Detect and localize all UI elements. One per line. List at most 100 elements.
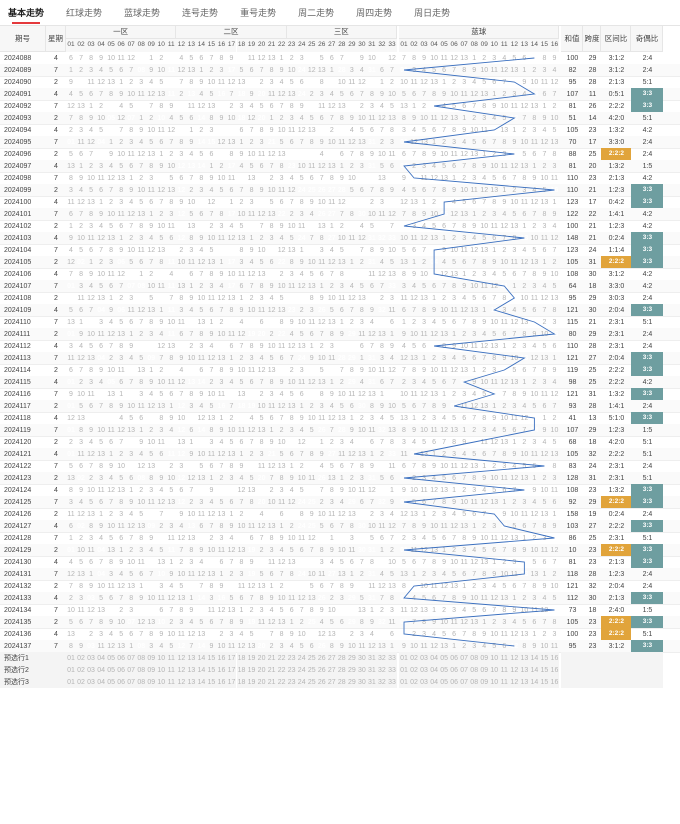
predict-blue-16[interactable]: 16: [549, 664, 560, 676]
predict-red-15[interactable]: 15: [206, 664, 217, 676]
predict-blue-02[interactable]: 02: [409, 664, 420, 676]
predict-red-27[interactable]: 27: [326, 676, 337, 688]
predict-red-18[interactable]: 18: [236, 676, 247, 688]
predict-blue-12[interactable]: 12: [509, 664, 520, 676]
predict-row-label[interactable]: 预选行2: [0, 664, 66, 676]
predict-blue-03[interactable]: 03: [419, 664, 430, 676]
predict-red-10[interactable]: 10: [156, 652, 167, 664]
predict-red-24[interactable]: 24: [296, 652, 307, 664]
predict-red-05[interactable]: 05: [106, 652, 117, 664]
predict-red-33[interactable]: 33: [386, 652, 397, 664]
predict-blue-10[interactable]: 10: [489, 676, 500, 688]
predict-red-06[interactable]: 06: [116, 676, 127, 688]
predict-blue-04[interactable]: 04: [429, 664, 440, 676]
predict-red-10[interactable]: 10: [156, 676, 167, 688]
predict-red-12[interactable]: 12: [176, 652, 187, 664]
predict-red-26[interactable]: 26: [316, 652, 327, 664]
predict-red-13[interactable]: 13: [186, 664, 197, 676]
predict-red-18[interactable]: 18: [236, 652, 247, 664]
predict-blue-08[interactable]: 08: [469, 664, 480, 676]
predict-red-15[interactable]: 15: [206, 676, 217, 688]
predict-red-07[interactable]: 07: [126, 652, 137, 664]
predict-red-14[interactable]: 14: [196, 676, 207, 688]
predict-red-23[interactable]: 23: [286, 664, 297, 676]
predict-red-23[interactable]: 23: [286, 676, 297, 688]
predict-red-11[interactable]: 11: [166, 676, 177, 688]
predict-red-32[interactable]: 32: [376, 652, 387, 664]
predict-blue-11[interactable]: 11: [499, 664, 510, 676]
predict-blue-06[interactable]: 06: [449, 652, 460, 664]
predict-red-03[interactable]: 03: [86, 676, 97, 688]
predict-blue-15[interactable]: 15: [539, 652, 550, 664]
predict-red-10[interactable]: 10: [156, 664, 167, 676]
predict-blue-03[interactable]: 03: [419, 676, 430, 688]
predict-red-13[interactable]: 13: [186, 652, 197, 664]
predict-blue-09[interactable]: 09: [479, 664, 490, 676]
tab-4[interactable]: 重号走势: [240, 0, 276, 26]
predict-blue-05[interactable]: 05: [439, 676, 450, 688]
predict-red-21[interactable]: 21: [266, 676, 277, 688]
predict-blue-14[interactable]: 14: [529, 652, 540, 664]
predict-red-29[interactable]: 29: [346, 652, 357, 664]
predict-red-08[interactable]: 08: [136, 676, 147, 688]
predict-red-16[interactable]: 16: [216, 676, 227, 688]
tab-5[interactable]: 周二走势: [298, 0, 334, 26]
predict-blue-05[interactable]: 05: [439, 652, 450, 664]
predict-blue-12[interactable]: 12: [509, 676, 520, 688]
predict-red-24[interactable]: 24: [296, 664, 307, 676]
predict-red-30[interactable]: 30: [356, 664, 367, 676]
predict-blue-07[interactable]: 07: [459, 676, 470, 688]
predict-blue-13[interactable]: 13: [519, 676, 530, 688]
predict-blue-14[interactable]: 14: [529, 676, 540, 688]
predict-red-33[interactable]: 33: [386, 676, 397, 688]
predict-red-04[interactable]: 04: [96, 664, 107, 676]
predict-red-12[interactable]: 12: [176, 676, 187, 688]
predict-red-09[interactable]: 09: [146, 652, 157, 664]
tab-2[interactable]: 蓝球走势: [124, 0, 160, 26]
predict-red-17[interactable]: 17: [226, 664, 237, 676]
predict-blue-16[interactable]: 16: [549, 676, 560, 688]
predict-red-18[interactable]: 18: [236, 664, 247, 676]
predict-red-19[interactable]: 19: [246, 652, 257, 664]
predict-red-31[interactable]: 31: [366, 676, 377, 688]
predict-red-20[interactable]: 20: [256, 664, 267, 676]
predict-blue-11[interactable]: 11: [499, 676, 510, 688]
predict-red-17[interactable]: 17: [226, 676, 237, 688]
predict-red-25[interactable]: 25: [306, 652, 317, 664]
predict-blue-10[interactable]: 10: [489, 652, 500, 664]
predict-red-26[interactable]: 26: [316, 676, 327, 688]
predict-red-02[interactable]: 02: [76, 664, 87, 676]
predict-red-04[interactable]: 04: [96, 676, 107, 688]
predict-red-28[interactable]: 28: [336, 664, 347, 676]
tab-6[interactable]: 周四走势: [356, 0, 392, 26]
predict-red-27[interactable]: 27: [326, 652, 337, 664]
predict-red-30[interactable]: 30: [356, 676, 367, 688]
predict-red-24[interactable]: 24: [296, 676, 307, 688]
predict-red-30[interactable]: 30: [356, 652, 367, 664]
predict-blue-04[interactable]: 04: [429, 652, 440, 664]
predict-blue-12[interactable]: 12: [509, 652, 520, 664]
predict-red-03[interactable]: 03: [86, 652, 97, 664]
predict-blue-03[interactable]: 03: [419, 652, 430, 664]
predict-red-29[interactable]: 29: [346, 676, 357, 688]
predict-red-02[interactable]: 02: [76, 652, 87, 664]
predict-red-01[interactable]: 01: [66, 676, 77, 688]
predict-blue-06[interactable]: 06: [449, 664, 460, 676]
predict-red-15[interactable]: 15: [206, 652, 217, 664]
predict-red-07[interactable]: 07: [126, 676, 137, 688]
predict-red-03[interactable]: 03: [86, 664, 97, 676]
predict-red-27[interactable]: 27: [326, 664, 337, 676]
predict-blue-07[interactable]: 07: [459, 664, 470, 676]
predict-red-19[interactable]: 19: [246, 676, 257, 688]
predict-red-05[interactable]: 05: [106, 676, 117, 688]
predict-red-22[interactable]: 22: [276, 664, 287, 676]
predict-blue-15[interactable]: 15: [539, 676, 550, 688]
predict-red-16[interactable]: 16: [216, 664, 227, 676]
predict-red-07[interactable]: 07: [126, 664, 137, 676]
predict-red-19[interactable]: 19: [246, 664, 257, 676]
predict-red-23[interactable]: 23: [286, 652, 297, 664]
predict-blue-09[interactable]: 09: [479, 676, 490, 688]
predict-red-21[interactable]: 21: [266, 664, 277, 676]
predict-red-06[interactable]: 06: [116, 652, 127, 664]
predict-blue-13[interactable]: 13: [519, 664, 530, 676]
